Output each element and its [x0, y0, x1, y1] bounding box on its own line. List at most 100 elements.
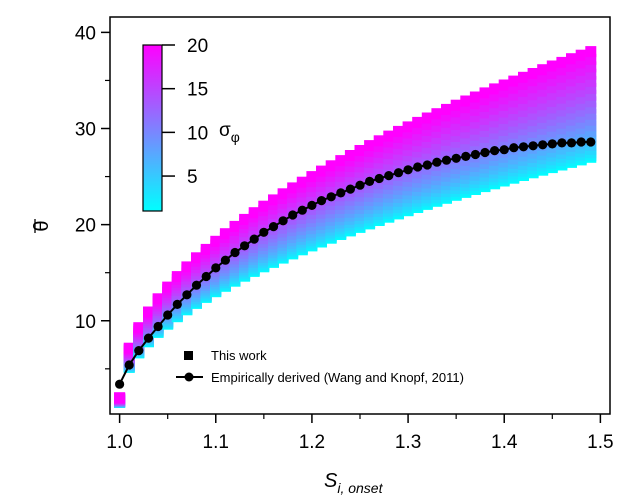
empirical-point	[297, 205, 307, 215]
this-work-marker	[393, 149, 404, 161]
this-work-marker	[421, 125, 433, 136]
this-work-marker	[498, 119, 510, 131]
this-work-marker	[441, 122, 452, 134]
this-work-marker	[575, 92, 587, 104]
this-work-marker	[585, 114, 597, 126]
this-work-marker	[489, 134, 501, 146]
this-work-marker	[402, 139, 414, 151]
this-work-marker	[373, 146, 385, 158]
legend: This work Empirically derived (Wang and …	[176, 348, 464, 385]
empirical-point	[268, 222, 279, 232]
this-work-marker	[546, 95, 558, 107]
this-work-marker	[316, 165, 327, 177]
this-work-marker	[566, 53, 577, 65]
this-work-marker	[460, 121, 472, 133]
this-work-marker	[268, 194, 279, 206]
empirical-point	[557, 138, 567, 148]
this-work-marker	[566, 108, 577, 120]
this-work-marker	[489, 90, 501, 102]
empirical-point	[211, 263, 221, 273]
empirical-point	[355, 180, 365, 190]
this-work-marker	[287, 182, 299, 194]
this-work-marker	[479, 87, 491, 99]
this-work-marker	[441, 128, 452, 140]
this-work-marker	[527, 126, 539, 138]
y-tick-label: 40	[75, 23, 96, 44]
this-work-marker	[518, 118, 529, 130]
this-work-marker	[431, 126, 443, 138]
this-work-marker	[585, 82, 597, 94]
y-tick-label: 30	[75, 120, 96, 141]
colorbar: 5 10 15 20 σφ	[142, 36, 240, 212]
this-work-marker	[585, 75, 597, 87]
this-work-marker	[556, 85, 568, 97]
this-work-marker	[575, 105, 587, 117]
this-work-marker	[460, 115, 472, 127]
this-work-marker	[556, 105, 568, 117]
this-work-marker	[527, 121, 539, 133]
this-work-marker	[556, 64, 568, 76]
this-work-marker	[460, 95, 472, 107]
this-work-marker	[421, 118, 433, 130]
this-work-marker	[469, 123, 481, 135]
this-work-marker	[479, 131, 491, 143]
this-work-marker	[460, 102, 472, 114]
empirical-point	[528, 141, 538, 151]
x-tick-label: 1.3	[395, 432, 421, 453]
this-work-marker	[508, 103, 520, 114]
this-work-marker	[498, 93, 510, 105]
this-work-marker	[546, 60, 558, 72]
this-work-marker	[489, 128, 501, 140]
empirical-point	[576, 137, 586, 147]
this-work-marker	[508, 121, 520, 133]
empirical-point	[432, 157, 442, 167]
this-work-marker	[200, 243, 212, 255]
this-work-marker	[123, 342, 135, 354]
x-axis-ticks: 1.0 1.1 1.2 1.3 1.4 1.5	[106, 414, 614, 453]
this-work-marker	[575, 79, 587, 91]
empirical-point	[143, 333, 154, 343]
this-work-marker	[585, 89, 597, 101]
this-work-marker	[498, 100, 510, 111]
legend-label-this-work: This work	[211, 348, 267, 363]
this-work-marker	[566, 89, 577, 101]
this-work-marker	[441, 134, 452, 146]
legend-marker-empirical	[184, 372, 194, 382]
this-work-marker	[450, 112, 462, 124]
this-work-marker	[489, 103, 501, 115]
this-work-marker	[441, 110, 452, 122]
colorbar-tick-label: 15	[187, 80, 208, 101]
this-work-marker	[114, 392, 126, 404]
this-work-marker	[546, 67, 558, 79]
this-work-marker	[383, 142, 395, 154]
this-work-marker	[537, 85, 549, 97]
this-work-marker	[479, 100, 491, 112]
this-work-marker	[489, 83, 501, 95]
this-work-marker	[489, 110, 501, 122]
this-work-marker	[527, 75, 539, 87]
this-work-marker	[479, 113, 491, 125]
this-work-marker	[566, 96, 577, 107]
this-work-marker	[354, 150, 366, 162]
this-work-marker	[258, 200, 270, 212]
empirical-point	[451, 153, 461, 163]
plot-marks	[114, 46, 597, 408]
this-work-marker	[460, 127, 472, 139]
this-work-marker	[518, 92, 529, 104]
this-work-marker	[354, 145, 366, 156]
empirical-point	[413, 162, 423, 172]
this-work-marker	[585, 102, 597, 114]
this-work-marker	[537, 78, 549, 90]
this-work-marker	[441, 103, 452, 115]
this-work-marker	[431, 132, 443, 144]
empirical-point	[461, 151, 471, 161]
empirical-point	[115, 379, 125, 389]
empirical-point	[586, 137, 596, 147]
this-work-marker	[393, 143, 404, 155]
this-work-marker	[537, 64, 549, 76]
this-work-marker	[527, 102, 539, 114]
this-work-marker	[344, 150, 356, 161]
this-work-marker	[431, 114, 443, 126]
x-axis-label-subscript: i, onset	[337, 480, 383, 495]
this-work-marker	[566, 75, 577, 87]
